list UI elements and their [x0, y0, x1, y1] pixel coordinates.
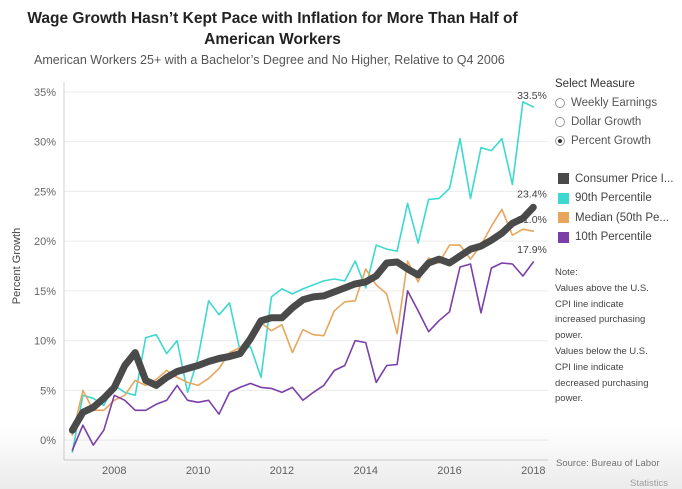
radio-weekly-earnings[interactable]: Weekly Earnings [555, 93, 680, 112]
radio-button-icon[interactable] [555, 116, 565, 127]
x-tick-label: 2014 [353, 465, 377, 477]
series-line-cpi [68, 203, 537, 434]
x-tick-label: 2016 [437, 465, 461, 477]
legend-label: Median (50th Pe... [575, 211, 669, 224]
y-tick-label: 0% [40, 435, 56, 447]
y-tick-label: 30% [34, 137, 56, 149]
legend-swatch-median [558, 212, 569, 224]
end-label-90th: 33.5% [517, 90, 547, 102]
legend-label: 90th Percentile [575, 192, 652, 205]
note-line: increased purchasing [555, 314, 646, 326]
end-label-10th: 17.9% [517, 244, 547, 256]
radio-dollar-growth[interactable]: Dollar Growth [555, 112, 680, 131]
chart-title: Wage Growth Hasn’t Kept Pace with Inflat… [0, 8, 545, 50]
note-box: Note: Values above the U.S. CPI line ind… [555, 265, 675, 407]
legend-label: 10th Percentile [575, 231, 652, 244]
note-line: Values above the U.S. [555, 282, 649, 294]
legend-item-90th[interactable]: 90th Percentile [558, 189, 680, 209]
radio-percent-growth[interactable]: Percent Growth [555, 131, 680, 150]
end-label-median: 21.0% [517, 214, 547, 226]
y-tick-label: 20% [34, 236, 56, 248]
y-tick-label: 35% [34, 87, 56, 99]
y-tick-label: 15% [34, 286, 56, 298]
note-line: Values below the U.S. [555, 345, 648, 357]
y-tick-label: 10% [34, 336, 56, 348]
source-note: Source: Bureau of Labor [556, 458, 660, 469]
y-tick-label: 25% [34, 186, 56, 198]
legend-item-median[interactable]: Median (50th Pe... [558, 208, 680, 228]
radio-label: Percent Growth [571, 134, 651, 147]
chart-title-text: Wage Growth Hasn’t Kept Pace with Inflat… [27, 10, 518, 48]
series-line-median [71, 208, 535, 436]
select-measure-label: Select Measure [555, 78, 635, 90]
y-tick-label: 5% [40, 385, 56, 397]
legend-label: Consumer Price I... [575, 172, 674, 185]
source-note-continued: Statistics [630, 478, 669, 489]
x-tick-label: 2012 [270, 465, 294, 477]
x-tick-label: 2010 [186, 465, 210, 477]
legend-swatch-10th [558, 231, 569, 243]
radio-label: Weekly Earnings [571, 96, 658, 109]
note-title: Note: [555, 267, 578, 278]
note-line: CPI line indicate [555, 298, 624, 310]
note-line: power. [555, 330, 583, 342]
legend-swatch-cpi [558, 173, 569, 185]
series-line-90th [71, 101, 535, 453]
radio-button-selected-icon[interactable] [555, 135, 565, 146]
radio-label: Dollar Growth [571, 115, 642, 128]
series-line-10th [71, 261, 535, 451]
legend-item-10th[interactable]: 10th Percentile [558, 228, 680, 248]
radio-button-icon[interactable] [555, 97, 565, 108]
end-label-cpi: 23.4% [517, 188, 547, 200]
note-line: decreased purchasing [555, 377, 649, 389]
legend-item-cpi[interactable]: Consumer Price I... [558, 169, 680, 189]
note-line: CPI line indicate [555, 361, 624, 373]
y-axis-title: Percent Growth [11, 228, 23, 304]
chart-subtitle: American Workers 25+ with a Bachelor’s D… [34, 53, 505, 67]
legend-swatch-90th [558, 192, 569, 204]
note-line: power. [555, 393, 583, 405]
select-measure-panel: Select Measure Weekly Earnings Dollar Gr… [555, 78, 680, 150]
legend: Consumer Price I... 90th Percentile Medi… [558, 169, 680, 247]
x-tick-label: 2018 [521, 465, 545, 477]
x-tick-label: 2008 [102, 465, 126, 477]
